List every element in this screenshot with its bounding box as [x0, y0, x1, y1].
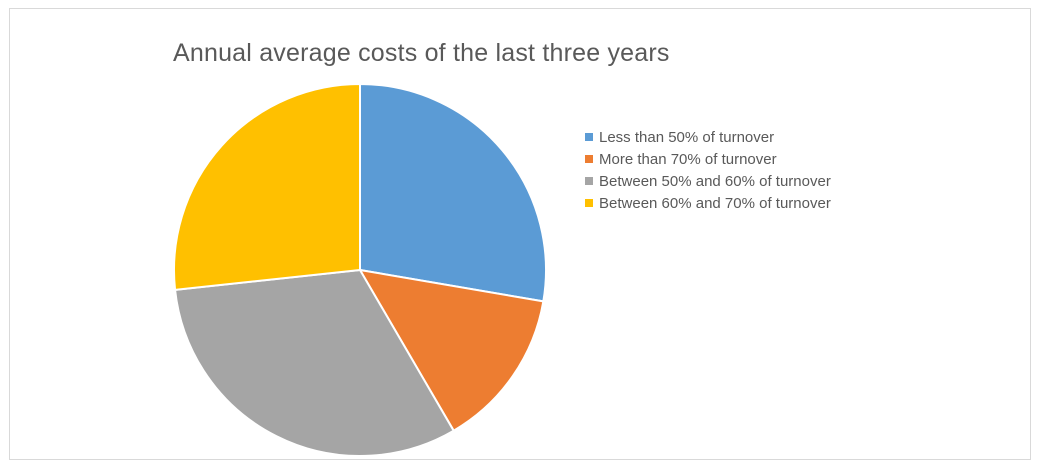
chart-title: Annual average costs of the last three y… — [173, 39, 670, 67]
pie-slice-1 — [359, 83, 547, 303]
legend-swatch — [585, 155, 593, 163]
legend-swatch — [585, 177, 593, 185]
pie-slice-4 — [173, 83, 361, 291]
chart-area: Annual average costs of the last three y… — [9, 8, 1031, 460]
legend-item-3: Between 50% and 60% of turnover — [585, 170, 831, 192]
legend-swatch — [585, 133, 593, 141]
pie-slices — [173, 83, 547, 457]
pie-slice-3 — [174, 269, 455, 457]
legend-item-2: More than 70% of turnover — [585, 148, 831, 170]
legend: Less than 50% of turnover More than 70% o… — [585, 126, 831, 214]
pie-slice-2 — [359, 269, 545, 432]
pie-chart — [173, 83, 547, 457]
legend-label: Between 50% and 60% of turnover — [599, 172, 831, 190]
legend-label: Between 60% and 70% of turnover — [599, 194, 831, 212]
legend-label: More than 70% of turnover — [599, 150, 777, 168]
legend-label: Less than 50% of turnover — [599, 128, 775, 146]
legend-item-4: Between 60% and 70% of turnover — [585, 192, 831, 214]
legend-swatch — [585, 199, 593, 207]
legend-item-1: Less than 50% of turnover — [585, 126, 831, 148]
